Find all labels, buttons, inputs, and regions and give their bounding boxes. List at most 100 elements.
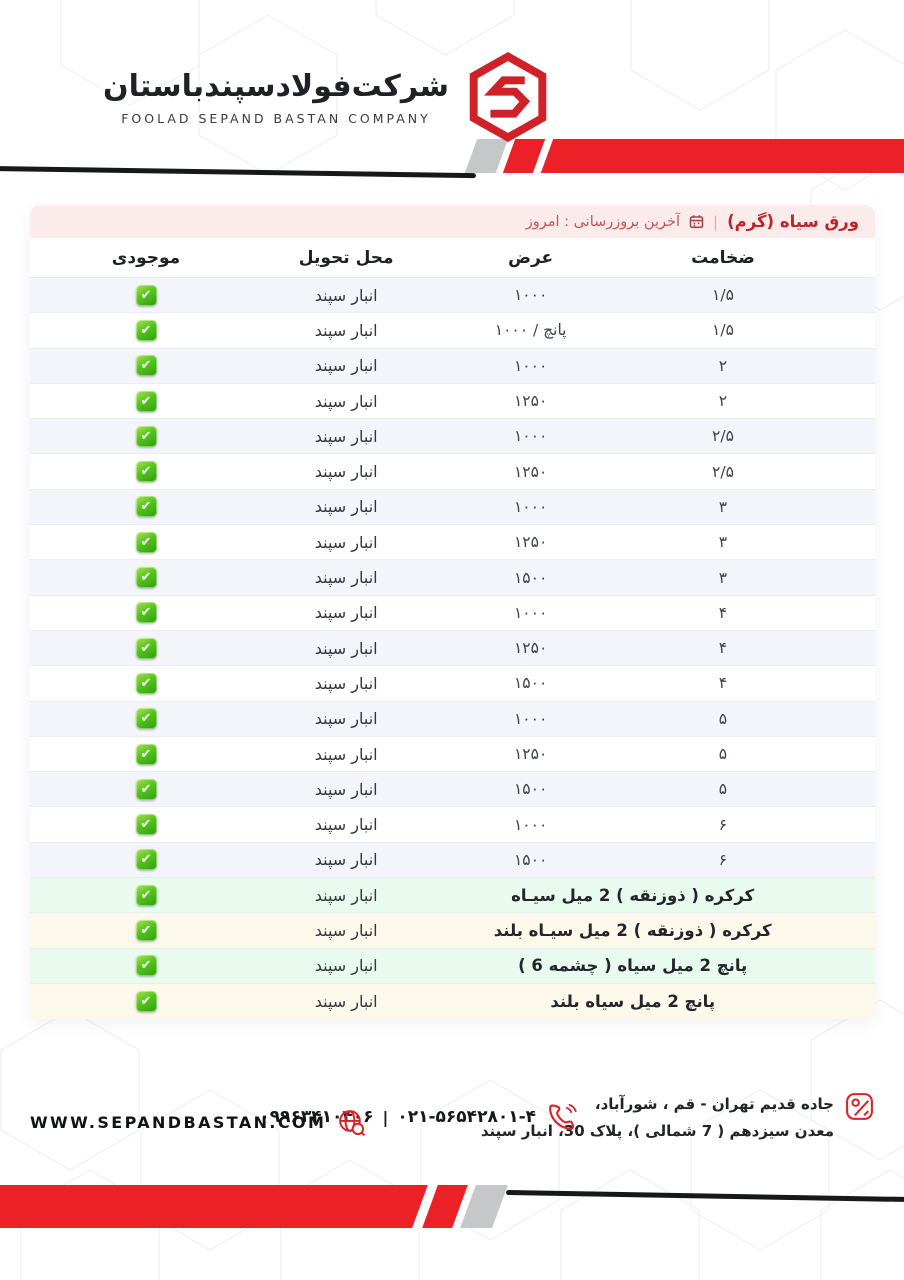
column-header-delivery: محل تحویل (298, 247, 394, 268)
width-cell: ۱۵۰۰ (513, 568, 548, 587)
table-title-bar: ورق سیاه (گرم) | آخرین بروزرسانی : امروز (30, 205, 875, 238)
delivery-cell: انبار سپند (314, 920, 378, 940)
width-cell: ۱۰۰۰ (513, 709, 548, 728)
table-row: ۵ ۱۰۰۰ انبار سپند ✔ (30, 701, 875, 737)
address-line-2: معدن سیزدهم ( 7 شمالی )، پلاک 30، انبار … (480, 1122, 834, 1140)
width-cell: پانچ / ۱۰۰۰ (494, 321, 567, 340)
table-row: ۲ ۱۲۵۰ انبار سپند ✔ (30, 383, 875, 420)
in-stock-check-icon: ✔ (135, 849, 157, 871)
thickness-cell: ۶ (718, 815, 728, 834)
width-cell: ۱۵۰۰ (513, 780, 548, 799)
table-title: ورق سیاه (گرم) (727, 212, 859, 231)
thickness-cell: ۲ (718, 392, 728, 411)
title-divider: | (713, 212, 719, 231)
delivery-cell: انبار سپند (314, 356, 378, 376)
in-stock-check-icon: ✔ (135, 884, 157, 906)
thickness-cell: ۴ (718, 639, 728, 658)
table-rows: ۱/۵ ۱۰۰۰ انبار سپند ✔ ۱/۵ پانچ / ۱۰۰۰ انبار سپ… (30, 278, 875, 1020)
width-cell: ۱۰۰۰ (513, 427, 548, 446)
table-row: ۴ ۱۵۰۰ انبار سپند ✔ (30, 666, 875, 702)
in-stock-check-icon: ✔ (135, 991, 157, 1013)
in-stock-check-icon: ✔ (135, 672, 157, 694)
thickness-cell: ۲/۵ (712, 462, 734, 481)
thickness-cell: ۱/۵ (712, 321, 734, 340)
table-row: ۲/۵ ۱۲۵۰ انبار سپند ✔ (30, 454, 875, 490)
delivery-cell: انبار سپند (314, 850, 378, 870)
delivery-cell: انبار سپند (314, 320, 378, 340)
product-description-cell: پانچ 2 میل سیاه ( چشمه 6 ) (518, 956, 748, 976)
width-cell: ۱۰۰۰ (513, 497, 548, 516)
delivery-cell: انبار سپند (314, 779, 378, 799)
delivery-cell: انبار سپند (314, 709, 378, 729)
stock-cell: ✔ (40, 390, 252, 412)
thickness-cell: ۵ (718, 709, 728, 728)
delivery-cell: انبار سپند (314, 815, 378, 835)
thickness-cell: ۲/۵ (712, 427, 734, 446)
website-url: WWW.SEPANDBASTAN.COM (30, 1113, 327, 1132)
delivery-cell: انبار سپند (314, 992, 378, 1012)
thickness-cell: ۴ (718, 603, 728, 622)
address-line-1: جاده قدیم تهران - قم ، شورآباد، (594, 1095, 834, 1113)
stock-cell: ✔ (40, 672, 252, 694)
in-stock-check-icon: ✔ (135, 567, 157, 589)
stock-cell: ✔ (40, 991, 252, 1013)
column-header-thickness: ضخامت (691, 247, 755, 268)
in-stock-check-icon: ✔ (135, 284, 157, 306)
company-name-farsi: شرکت‌فولادسپندباستان (103, 68, 450, 104)
thickness-cell: ۵ (718, 780, 728, 799)
table-row: ۱/۵ ۱۰۰۰ انبار سپند ✔ (30, 278, 875, 314)
thickness-cell: ۳ (718, 533, 728, 552)
delivery-cell: انبار سپند (314, 532, 378, 552)
delivery-cell: انبار سپند (314, 426, 378, 446)
width-cell: ۱۵۰۰ (513, 674, 548, 693)
width-cell: ۱۲۵۰ (513, 745, 548, 763)
special-product-row: پانچ 2 میل سیاه ( چشمه 6 ) انبار سپند ✔ (30, 948, 875, 984)
phone-divider: | (382, 1107, 389, 1127)
product-description-cell: کرکره ( ذوزنقه ) 2 میل سیـاه بلند (493, 920, 772, 940)
stock-cell: ✔ (40, 884, 252, 906)
width-cell: ۱۲۵۰ (513, 392, 548, 411)
stock-cell: ✔ (40, 814, 252, 836)
thickness-cell: ۵ (718, 745, 728, 763)
globe-search-icon (339, 1110, 366, 1137)
table-row: ۵ ۱۲۵۰ انبار سپند ✔ (30, 736, 875, 773)
table-row: ۴ ۱۰۰۰ انبار سپند ✔ (30, 595, 875, 631)
stock-cell: ✔ (40, 567, 252, 589)
location-map-icon (846, 1093, 873, 1120)
width-cell: ۱۲۵۰ (513, 533, 548, 552)
delivery-cell: انبار سپند (314, 497, 378, 517)
stock-cell: ✔ (40, 425, 252, 447)
delivery-cell: انبار سپند (314, 673, 378, 693)
stock-cell: ✔ (40, 743, 252, 765)
stock-cell: ✔ (40, 461, 252, 483)
thickness-cell: ۳ (718, 568, 728, 587)
thickness-cell: ۶ (718, 850, 728, 869)
stock-cell: ✔ (40, 602, 252, 624)
special-product-row: کرکره ( ذوزنقه ) 2 میل سیـاه بلند انبار س… (30, 913, 875, 949)
in-stock-check-icon: ✔ (135, 425, 157, 447)
in-stock-check-icon: ✔ (135, 743, 157, 765)
stock-cell: ✔ (40, 778, 252, 800)
in-stock-check-icon: ✔ (135, 602, 157, 624)
website-block: WWW.SEPANDBASTAN.COM (30, 1107, 367, 1138)
delivery-cell: انبار سپند (314, 956, 378, 976)
delivery-cell: انبار سپند (314, 568, 378, 588)
in-stock-check-icon: ✔ (135, 531, 157, 553)
column-header-width: عرض (508, 247, 554, 268)
in-stock-check-icon: ✔ (135, 778, 157, 800)
thickness-cell: ۳ (718, 497, 728, 516)
company-name-english: FOOLAD SEPAND BASTAN COMPANY (121, 110, 431, 126)
table-row: ۳ ۱۰۰۰ انبار سپند ✔ (30, 489, 875, 526)
width-cell: ۱۲۵۰ (513, 639, 548, 658)
delivery-cell: انبار سپند (314, 885, 378, 905)
delivery-cell: انبار سپند (314, 603, 378, 623)
phone-icon (549, 1103, 577, 1130)
table-header-row: ضخامت عرض محل تحویل موجودی (30, 238, 875, 278)
special-product-row: پانچ 2 میل سیاه بلند انبار سپند ✔ (30, 983, 875, 1020)
width-cell: ۱۰۰۰ (513, 815, 548, 834)
delivery-cell: انبار سپند (314, 744, 378, 764)
thickness-cell: ۴ (718, 674, 728, 693)
stock-cell: ✔ (40, 849, 252, 871)
in-stock-check-icon: ✔ (135, 814, 157, 836)
width-cell: ۱۵۰۰ (513, 850, 548, 869)
